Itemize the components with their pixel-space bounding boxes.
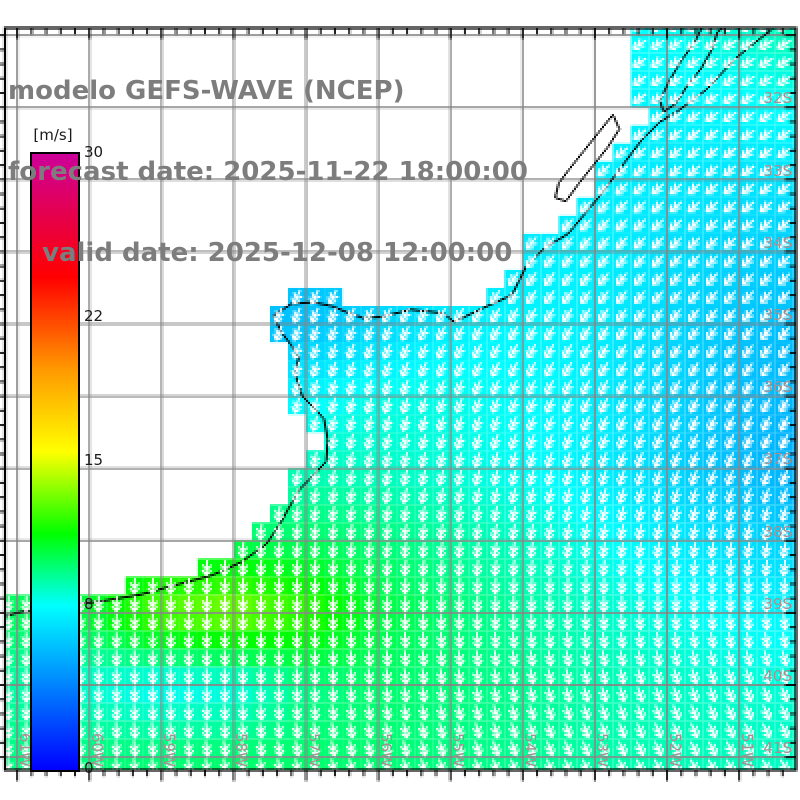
colorbar-tick-label: 0 xyxy=(84,759,94,777)
colorbar-tick-label: 8 xyxy=(84,594,94,613)
lat-axis-label: 32S xyxy=(763,89,792,108)
lat-axis-label: 40S xyxy=(763,667,792,686)
lat-axis-label: 35S xyxy=(763,306,792,325)
title-block: modelo GEFS-WAVE (NCEP) forecast date: 2… xyxy=(8,24,528,321)
lat-axis-label: 41S xyxy=(763,739,792,758)
forecast-date-label: forecast date: 2025-11-22 18:00:00 xyxy=(8,157,528,187)
lon-axis-label: 57W xyxy=(304,733,323,767)
lon-axis-label: 56W xyxy=(376,733,395,767)
lon-axis-label: 59W xyxy=(160,733,179,767)
lon-axis-label: 54W xyxy=(521,733,540,767)
lon-axis-label: 52W xyxy=(665,733,684,767)
valid-date-label: valid date: 2025-12-08 12:00:00 xyxy=(42,238,513,268)
lon-axis-label: 53W xyxy=(593,733,612,767)
colorbar-unit-label: [m/s] xyxy=(33,126,73,144)
lat-axis-label: 36S xyxy=(763,378,792,397)
lat-axis-label: 37S xyxy=(763,450,792,469)
lat-axis-label: 39S xyxy=(763,594,792,613)
lat-axis-label: 33S xyxy=(763,161,792,180)
model-title: modelo GEFS-WAVE (NCEP) xyxy=(8,76,405,106)
colorbar-tick-label: 15 xyxy=(84,451,104,469)
lon-axis-label: 58W xyxy=(232,733,251,767)
colorbar xyxy=(30,152,80,772)
colorbar-tick-label: 22 xyxy=(84,307,104,326)
lat-axis-label: 34S xyxy=(763,233,792,252)
lat-axis-label: 38S xyxy=(763,522,792,541)
colorbar-tick-label: 30 xyxy=(84,143,104,161)
lon-axis-label: 55W xyxy=(448,733,467,767)
